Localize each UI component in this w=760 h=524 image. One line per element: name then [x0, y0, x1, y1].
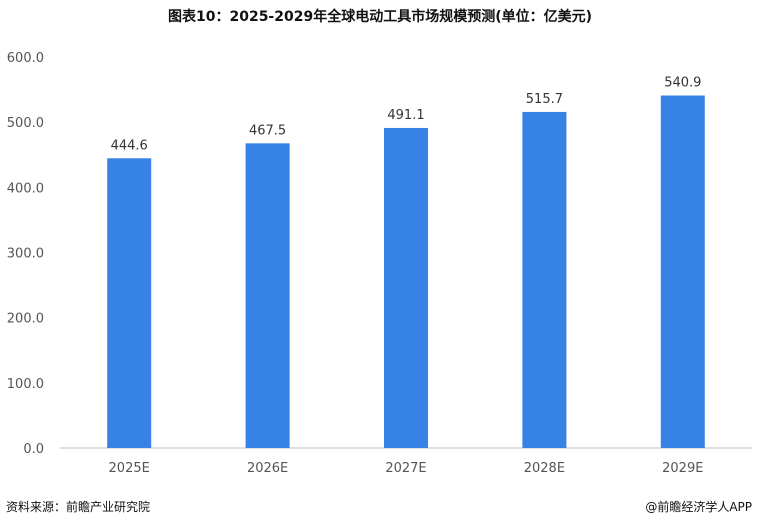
bar-2029E: [660, 95, 705, 449]
credit-note: @前瞻经济学人APP: [645, 500, 752, 514]
source-note: 资料来源：前瞻产业研究院: [6, 500, 151, 514]
chart-title: 图表10：2025-2029年全球电动工具市场规模预测(单位：亿美元): [167, 9, 593, 25]
data-label-2025E: 444.6: [111, 138, 148, 153]
y-tick-label: 0.0: [23, 442, 44, 457]
y-axis: 0.0 100.0 200.0 300.0 400.0 500.0 600.0: [7, 51, 44, 457]
x-axis: 2025E 2026E 2027E 2028E 2029E: [109, 461, 704, 476]
y-tick-label: 100.0: [7, 377, 44, 392]
data-label-2028E: 515.7: [526, 92, 563, 107]
data-label-2029E: 540.9: [664, 76, 701, 91]
bar-2027E: [384, 127, 428, 449]
y-tick-label: 600.0: [7, 51, 44, 66]
data-label-2026E: 467.5: [249, 123, 286, 138]
y-tick-label: 400.0: [7, 181, 44, 196]
bar-2026E: [245, 143, 290, 449]
bar-series: [107, 95, 705, 449]
x-tick-label-2027E: 2027E: [385, 461, 426, 476]
bar-2028E: [522, 111, 567, 449]
y-tick-label: 500.0: [7, 116, 44, 131]
x-tick-label-2028E: 2028E: [524, 461, 565, 476]
data-label-2027E: 491.1: [387, 108, 424, 123]
x-tick-label-2029E: 2029E: [662, 461, 703, 476]
x-tick-label-2025E: 2025E: [109, 461, 150, 476]
bar-2025E: [107, 158, 152, 449]
x-tick-label-2026E: 2026E: [247, 461, 288, 476]
data-labels: 444.6 467.5 491.1 515.7 540.9: [111, 76, 702, 154]
y-tick-label: 300.0: [7, 247, 44, 262]
y-tick-label: 200.0: [7, 312, 44, 327]
